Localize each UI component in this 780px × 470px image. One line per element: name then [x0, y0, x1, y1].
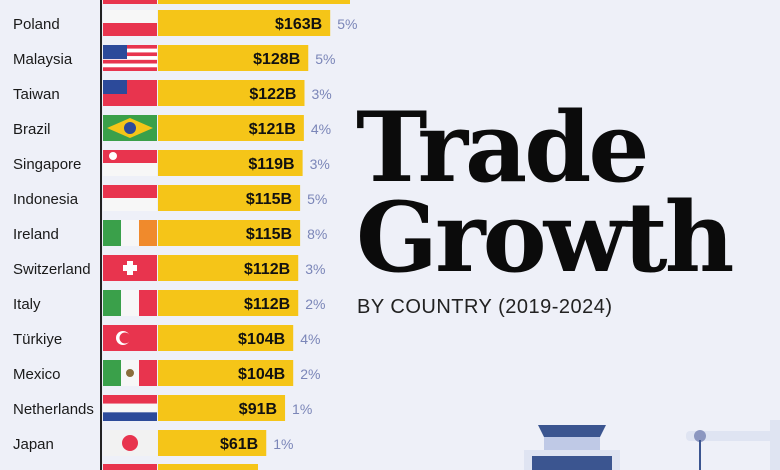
growth-label: 3%: [305, 261, 325, 277]
partial-bar-bottom: [158, 464, 258, 470]
value-label: $61B: [220, 436, 258, 453]
port-crane-illustration: [524, 420, 780, 470]
flag-crescent: [119, 332, 131, 344]
country-label: Taiwan: [13, 86, 60, 103]
flag-stripe: [103, 360, 121, 386]
growth-label: 1%: [273, 436, 293, 452]
growth-label: 1%: [292, 401, 312, 417]
flag-stripe: [103, 220, 121, 246]
country-label: Singapore: [13, 156, 81, 173]
country-label: Indonesia: [13, 191, 79, 208]
growth-label: 5%: [307, 191, 327, 207]
flag-stripe: [103, 67, 157, 71]
value-label: $112B: [244, 261, 290, 278]
flag-stripe: [121, 220, 139, 246]
bar: [158, 255, 299, 281]
bar: [158, 430, 267, 456]
bar: [158, 10, 331, 36]
country-label: Netherlands: [13, 401, 94, 418]
flag-stripe: [103, 59, 157, 64]
flag-cross: [123, 265, 137, 271]
flag-canton: [103, 80, 127, 94]
country-label: Brazil: [13, 121, 51, 138]
flag-canton: [103, 45, 127, 59]
bar: [158, 45, 309, 71]
country-label: Malaysia: [13, 51, 73, 68]
flag-stripe: [103, 52, 157, 57]
bar: [158, 185, 301, 211]
flag-stripe: [139, 360, 157, 386]
value-label: $115B: [246, 191, 292, 208]
bar: [158, 220, 301, 246]
growth-label: 2%: [305, 296, 325, 312]
flag-globe: [124, 122, 136, 134]
partial-flag-bottom: [103, 464, 157, 470]
flag-stripe: [103, 198, 157, 211]
flag-stripe: [103, 403, 157, 413]
flag-stripe: [103, 56, 157, 60]
country-label: Switzerland: [13, 261, 91, 278]
value-label: $163B: [275, 16, 322, 33]
growth-label: 3%: [310, 156, 330, 172]
flag-stripe: [103, 63, 157, 68]
value-label: $119B: [248, 156, 294, 173]
flag-stripe: [103, 163, 157, 176]
flag-stripe: [103, 150, 157, 163]
title-line-1: Trade: [356, 91, 649, 204]
country-label: Italy: [13, 296, 41, 313]
value-label: $104B: [238, 366, 285, 383]
flag-dot: [122, 435, 138, 451]
flag-stripe: [103, 290, 121, 316]
value-label: $128B: [253, 51, 300, 68]
growth-label: 4%: [300, 331, 320, 347]
title-line-2: Growth: [356, 181, 734, 294]
flag-stripe: [103, 45, 157, 49]
subtitle: BY COUNTRY (2019-2024): [357, 296, 613, 318]
growth-label: 5%: [337, 16, 357, 32]
flag-stripe: [103, 412, 157, 421]
value-label: $121B: [249, 121, 296, 138]
axis-line: [100, 0, 102, 470]
flag-stripe: [103, 48, 157, 53]
partial-bar-top: [158, 0, 350, 4]
bar: [158, 395, 286, 421]
flag-stripe: [139, 220, 157, 246]
value-label: $104B: [238, 331, 285, 348]
value-label: $115B: [246, 226, 292, 243]
country-label: Mexico: [13, 366, 61, 383]
flag-emblem: [126, 369, 134, 377]
bar: [158, 150, 303, 176]
bar: [158, 360, 294, 386]
flag-stripe: [103, 185, 157, 198]
bar: [158, 325, 294, 351]
flag-stripe: [121, 290, 139, 316]
country-label: Japan: [13, 436, 54, 453]
bar: [158, 290, 299, 316]
growth-label: 4%: [311, 121, 331, 137]
growth-label: 3%: [311, 86, 331, 102]
flag-stripe: [103, 23, 157, 36]
growth-label: 8%: [307, 226, 327, 242]
bar: [158, 80, 305, 106]
flag-stripe: [139, 290, 157, 316]
value-label: $122B: [249, 86, 296, 103]
flag-stripe: [103, 395, 157, 404]
country-label: Türkiye: [13, 331, 62, 348]
bar: [158, 115, 304, 141]
value-label: $112B: [244, 296, 290, 313]
country-label: Poland: [13, 16, 60, 33]
growth-label: 5%: [315, 51, 335, 67]
value-label: $91B: [239, 401, 277, 418]
flag-stripe: [103, 10, 157, 23]
partial-flag-top: [103, 0, 157, 4]
country-label: Ireland: [13, 226, 59, 243]
flag-crescent: [109, 152, 117, 160]
growth-label: 2%: [300, 366, 320, 382]
